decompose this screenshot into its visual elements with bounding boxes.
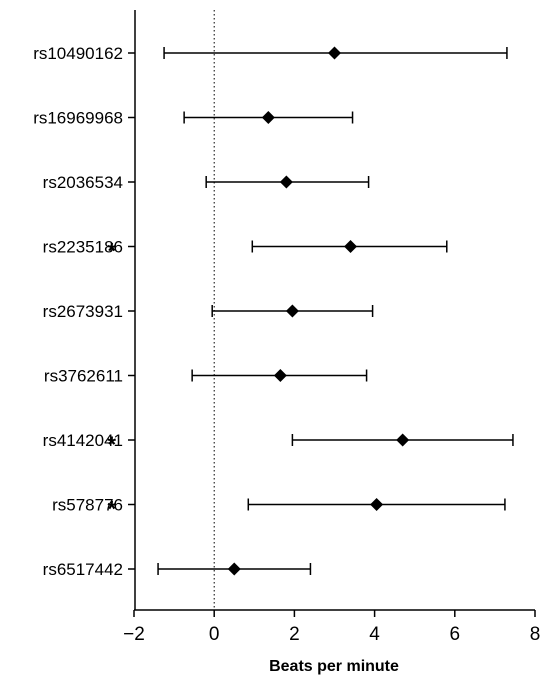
row-label: rs2673931 xyxy=(43,302,123,321)
row-label: rs4142041 xyxy=(43,431,123,450)
x-tick-label: 2 xyxy=(289,624,300,645)
forest-row: rs10490162 xyxy=(33,44,508,63)
estimate-marker xyxy=(344,240,358,253)
x-tick-label: 8 xyxy=(530,624,541,645)
row-label: rs3762611 xyxy=(44,367,123,386)
forest-row: rs2036534 xyxy=(43,173,370,192)
forest-row: rs16969968 xyxy=(33,109,354,128)
row-label: rs2036534 xyxy=(43,173,123,192)
significance-marker: * xyxy=(107,497,116,522)
x-tick-label: −2 xyxy=(123,624,145,645)
row-label: rs578776 xyxy=(52,496,123,515)
x-tick-label: 6 xyxy=(450,624,461,645)
row-label: rs16969968 xyxy=(33,109,123,128)
row-label: rs2235186 xyxy=(43,238,123,257)
forest-row: rs3762611 xyxy=(44,367,368,386)
estimate-marker xyxy=(227,562,241,576)
significance-marker: * xyxy=(107,432,116,457)
estimate-marker xyxy=(370,498,384,511)
estimate-marker xyxy=(396,433,410,447)
forest-row: rs6517442 xyxy=(43,560,312,579)
row-label: rs6517442 xyxy=(43,560,123,579)
forest-row: rs578776* xyxy=(52,496,506,522)
estimate-marker xyxy=(273,369,287,382)
x-tick-label: 4 xyxy=(369,624,380,645)
estimate-marker xyxy=(279,175,293,189)
estimate-marker xyxy=(285,304,299,318)
forest-row: rs2235186* xyxy=(43,238,448,264)
x-tick-label: 0 xyxy=(209,624,220,645)
forest-row: rs2673931 xyxy=(43,302,374,321)
forest-row: rs4142041* xyxy=(43,431,514,457)
estimate-marker xyxy=(328,46,341,60)
row-label: rs10490162 xyxy=(33,44,123,63)
significance-marker: * xyxy=(107,239,116,264)
x-axis-label: Beats per minute xyxy=(269,658,399,675)
estimate-marker xyxy=(261,111,275,124)
